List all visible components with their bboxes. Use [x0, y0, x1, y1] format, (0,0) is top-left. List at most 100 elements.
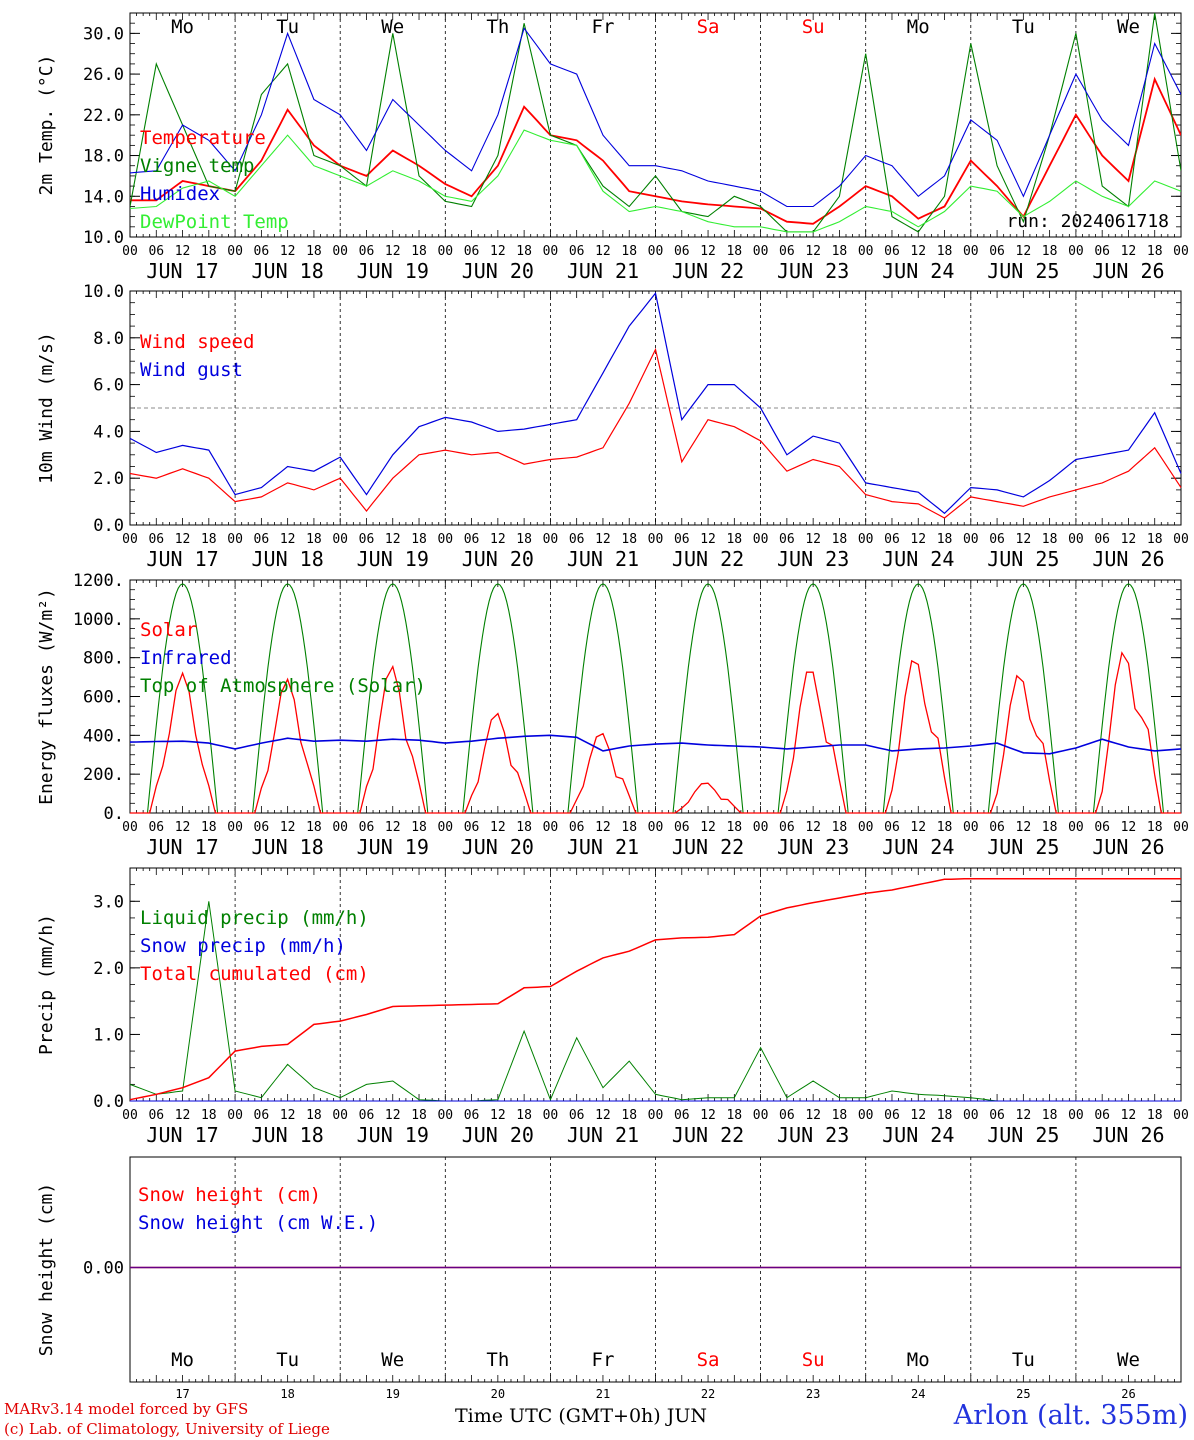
x-hour-label: 06	[359, 532, 375, 547]
x-hour-label: 00	[753, 1108, 769, 1123]
x-hour-label: 00	[753, 532, 769, 547]
weekday-label-bottom: Mo	[171, 1349, 194, 1371]
x-hour-label: 00	[858, 1108, 874, 1123]
precip-legend-0: Liquid precip (mm/h)	[140, 907, 369, 929]
y-axis-label-4: Snow height (cm)	[36, 1183, 57, 1356]
y-tick-label: 200.	[83, 765, 124, 785]
x-hour-label: 00	[963, 820, 979, 835]
y-tick-label: 400.	[83, 726, 124, 746]
x-hour-label: 18	[726, 244, 742, 259]
x-date-label: JUN 25	[987, 547, 1059, 571]
x-hour-label: 00	[227, 244, 243, 259]
precip-legend-1: Snow precip (mm/h)	[140, 935, 346, 957]
panel-frame-0	[129, 12, 1182, 238]
x-hour-label: 06	[148, 820, 164, 835]
x-hour-label: 12	[1121, 244, 1137, 259]
x-date-label: JUN 26	[1092, 1123, 1164, 1147]
temp-legend-2: Humidex	[140, 183, 220, 205]
x-date-label: JUN 20	[462, 835, 534, 859]
x-hour-label: 06	[674, 244, 690, 259]
x-hour-label: 00	[332, 532, 348, 547]
x-hour-label: 00	[648, 1108, 664, 1123]
day-number-label: 23	[806, 1387, 820, 1401]
x-hour-label: 00	[1173, 820, 1189, 835]
energy-legend-1: Infrared	[140, 647, 232, 669]
y-tick-label: 1000.	[73, 610, 124, 630]
temp-series-2	[130, 27, 1181, 208]
x-hour-label: 00	[543, 1108, 559, 1123]
x-hour-label: 00	[543, 532, 559, 547]
y-tick-label: 14.0	[83, 187, 124, 207]
energy-legend-0: Solar	[140, 619, 197, 641]
x-hour-label: 06	[569, 244, 585, 259]
credit-line-model: MARv3.14 model forced by GFS	[4, 1400, 249, 1418]
x-date-label: JUN 17	[146, 1123, 218, 1147]
x-hour-label: 12	[1121, 1108, 1137, 1123]
x-date-label: JUN 20	[462, 547, 534, 571]
x-date-label: JUN 24	[882, 835, 954, 859]
x-hour-label: 06	[779, 820, 795, 835]
x-hour-label: 18	[411, 244, 427, 259]
day-number-label: 25	[1016, 1387, 1030, 1401]
x-hour-label: 18	[726, 532, 742, 547]
x-hour-label: 00	[543, 244, 559, 259]
x-hour-label: 12	[805, 532, 821, 547]
x-hour-label: 00	[1068, 532, 1084, 547]
x-hour-label: 00	[332, 820, 348, 835]
x-hour-label: 00	[543, 820, 559, 835]
weekday-label-top: Su	[802, 16, 825, 38]
x-hour-label: 18	[411, 1108, 427, 1123]
temp-series-3	[130, 129, 1181, 233]
x-hour-label: 06	[884, 820, 900, 835]
x-hour-label: 12	[175, 820, 191, 835]
x-date-label: JUN 19	[357, 547, 429, 571]
x-hour-label: 06	[148, 1108, 164, 1123]
x-hour-label: 00	[858, 244, 874, 259]
x-hour-label: 00	[437, 244, 453, 259]
x-hour-label: 18	[1042, 532, 1058, 547]
x-date-label: JUN 19	[357, 259, 429, 283]
x-hour-label: 12	[1016, 244, 1032, 259]
y-tick-label: 10.0	[83, 228, 124, 248]
y-tick-label: 0.	[104, 804, 124, 824]
x-hour-label: 18	[1042, 820, 1058, 835]
x-hour-label: 12	[700, 820, 716, 835]
x-hour-label: 18	[937, 532, 953, 547]
snow-legend-0: Snow height (cm)	[138, 1184, 321, 1206]
x-hour-label: 00	[437, 820, 453, 835]
day-number-label: 17	[175, 1387, 189, 1401]
weekday-label-top: Fr	[592, 16, 615, 38]
y-tick-label: 4.0	[93, 422, 124, 442]
x-hour-label: 12	[805, 244, 821, 259]
day-number-label: 26	[1121, 1387, 1135, 1401]
y-tick-label: 0.0	[93, 516, 124, 536]
x-hour-label: 06	[779, 1108, 795, 1123]
x-hour-label: 00	[227, 820, 243, 835]
temp-legend-3: DewPoint Temp	[140, 211, 289, 233]
x-date-label: JUN 18	[252, 547, 324, 571]
x-hour-label: 18	[621, 532, 637, 547]
x-date-label: JUN 26	[1092, 259, 1164, 283]
x-hour-label: 18	[516, 820, 532, 835]
x-hour-label: 18	[937, 1108, 953, 1123]
x-hour-label: 12	[280, 532, 296, 547]
day-number-label: 19	[386, 1387, 400, 1401]
x-hour-label: 00	[1173, 244, 1189, 259]
x-hour-label: 06	[1094, 820, 1110, 835]
day-number-label: 22	[701, 1387, 715, 1401]
x-hour-label: 12	[910, 532, 926, 547]
x-hour-label: 12	[595, 1108, 611, 1123]
y-tick-label: 10.0	[83, 282, 124, 302]
time-axis-label: Time UTC (GMT+0h) JUN	[455, 1405, 707, 1427]
x-hour-label: 12	[1016, 820, 1032, 835]
x-hour-label: 00	[858, 820, 874, 835]
x-date-label: JUN 26	[1092, 547, 1164, 571]
x-hour-label: 06	[148, 532, 164, 547]
y-axis-label-2: Energy fluxes (W/m²)	[36, 588, 57, 805]
y-tick-label: 0.0	[93, 1092, 124, 1112]
x-hour-label: 06	[989, 820, 1005, 835]
x-hour-label: 06	[359, 244, 375, 259]
y-tick-label: 2.0	[93, 469, 124, 489]
x-hour-label: 18	[201, 244, 217, 259]
